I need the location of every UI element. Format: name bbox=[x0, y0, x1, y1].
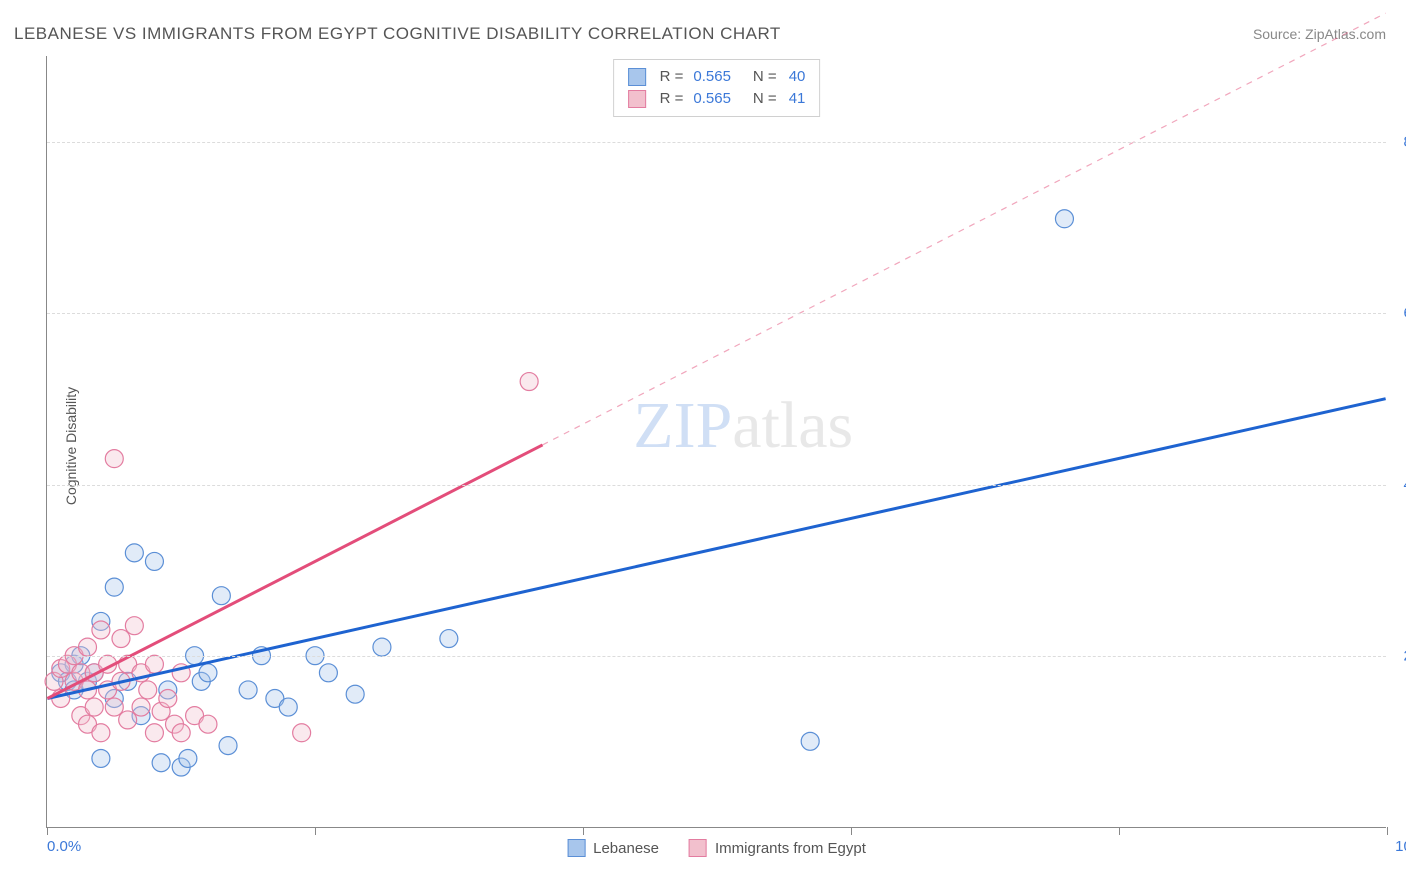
grid-line bbox=[47, 313, 1386, 314]
source-attribution: Source: ZipAtlas.com bbox=[1253, 26, 1386, 42]
data-point bbox=[92, 724, 110, 742]
data-point bbox=[212, 587, 230, 605]
x-tick bbox=[583, 827, 584, 835]
data-point bbox=[119, 711, 137, 729]
data-point bbox=[152, 754, 170, 772]
x-tick bbox=[315, 827, 316, 835]
data-point bbox=[79, 638, 97, 656]
legend-swatch bbox=[567, 839, 585, 857]
legend-item: Immigrants from Egypt bbox=[689, 839, 866, 857]
grid-line bbox=[47, 485, 1386, 486]
legend-item: Lebanese bbox=[567, 839, 659, 857]
plot-area: ZIPatlas R =0.565N =40R =0.565N =41 0.0%… bbox=[46, 56, 1386, 828]
data-point bbox=[159, 690, 177, 708]
chart-svg bbox=[47, 56, 1386, 827]
data-point bbox=[172, 724, 190, 742]
data-point bbox=[801, 732, 819, 750]
legend-item-label: Immigrants from Egypt bbox=[715, 840, 866, 857]
legend-r-label: R = bbox=[660, 88, 684, 110]
grid-line bbox=[47, 656, 1386, 657]
data-point bbox=[179, 749, 197, 767]
x-tick bbox=[851, 827, 852, 835]
x-tick bbox=[1119, 827, 1120, 835]
data-point bbox=[373, 638, 391, 656]
grid-line bbox=[47, 142, 1386, 143]
data-point bbox=[105, 578, 123, 596]
data-point bbox=[440, 630, 458, 648]
data-point bbox=[125, 617, 143, 635]
trend-line bbox=[47, 445, 542, 699]
x-tick bbox=[47, 827, 48, 835]
data-point bbox=[219, 737, 237, 755]
legend-stat-row: R = 0.565 N = 40 bbox=[628, 66, 806, 88]
trend-line bbox=[47, 399, 1385, 699]
data-point bbox=[139, 681, 157, 699]
data-point bbox=[112, 630, 130, 648]
data-point bbox=[293, 724, 311, 742]
legend-r-value: 0.565 bbox=[693, 66, 731, 88]
legend-series: Lebanese Immigrants from Egypt bbox=[567, 839, 866, 857]
data-point bbox=[145, 724, 163, 742]
data-point bbox=[145, 552, 163, 570]
legend-n-value: 40 bbox=[789, 66, 806, 88]
data-point bbox=[105, 698, 123, 716]
data-point bbox=[92, 749, 110, 767]
data-point bbox=[145, 655, 163, 673]
data-point bbox=[105, 450, 123, 468]
legend-item-label: Lebanese bbox=[593, 840, 659, 857]
data-point bbox=[279, 698, 297, 716]
data-point bbox=[132, 698, 150, 716]
legend-stat-row: R = 0.565 N = 41 bbox=[628, 88, 806, 110]
legend-n-value: 41 bbox=[789, 88, 806, 110]
data-point bbox=[92, 621, 110, 639]
x-axis-start-label: 0.0% bbox=[47, 838, 81, 855]
legend-stats: R = 0.565 N = 40 R = 0.565 N = 41 bbox=[613, 59, 821, 117]
chart-title: LEBANESE VS IMMIGRANTS FROM EGYPT COGNIT… bbox=[14, 24, 781, 44]
legend-swatch bbox=[689, 839, 707, 857]
x-axis-end-label: 100.0% bbox=[1395, 838, 1406, 855]
legend-r-label: R = bbox=[660, 66, 684, 88]
data-point bbox=[85, 698, 103, 716]
legend-r-value: 0.565 bbox=[693, 88, 731, 110]
data-point bbox=[239, 681, 257, 699]
data-point bbox=[199, 664, 217, 682]
data-point bbox=[125, 544, 143, 562]
data-point bbox=[346, 685, 364, 703]
legend-swatch bbox=[628, 68, 646, 86]
data-point bbox=[199, 715, 217, 733]
data-point bbox=[1055, 210, 1073, 228]
data-point bbox=[520, 373, 538, 391]
legend-swatch bbox=[628, 90, 646, 108]
x-tick bbox=[1387, 827, 1388, 835]
legend-n-label: N = bbox=[753, 88, 777, 110]
legend-n-label: N = bbox=[753, 66, 777, 88]
data-point bbox=[319, 664, 337, 682]
